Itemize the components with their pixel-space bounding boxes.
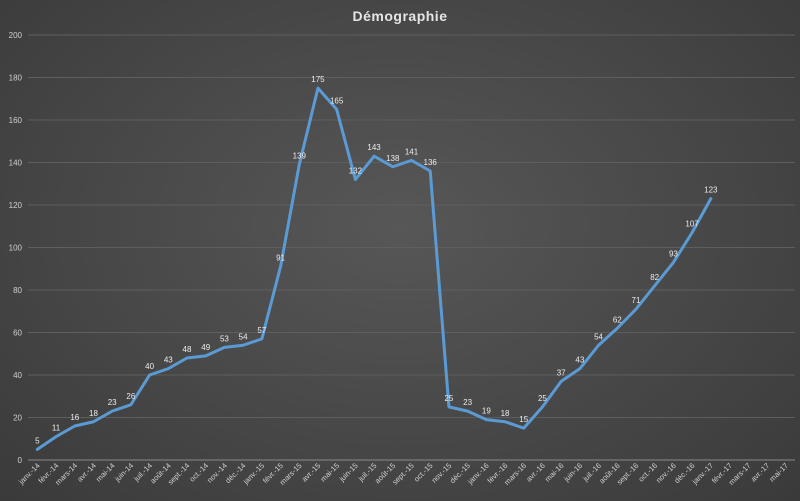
data-label: 25 — [538, 394, 547, 403]
data-label: 5 — [35, 436, 40, 445]
data-label: 175 — [311, 75, 325, 84]
data-label: 93 — [669, 249, 678, 258]
data-label: 11 — [52, 424, 61, 433]
data-label: 54 — [239, 332, 248, 341]
data-label: 18 — [501, 409, 510, 418]
x-tick-label: mai-15 — [319, 461, 342, 484]
y-tick-label: 60 — [13, 329, 22, 338]
data-label: 40 — [145, 362, 154, 371]
data-label: 43 — [575, 356, 584, 365]
data-label: 71 — [632, 296, 641, 305]
x-tick-label: juin-15 — [337, 461, 360, 484]
data-label: 19 — [482, 407, 491, 416]
x-tick-label: mai-17 — [767, 461, 790, 484]
data-label: 15 — [519, 415, 528, 424]
data-label: 107 — [685, 220, 699, 229]
data-label: 53 — [220, 334, 229, 343]
x-tick-label: avr.-15 — [300, 461, 323, 484]
data-label: 136 — [424, 158, 438, 167]
x-tick-label: avr.-14 — [75, 461, 98, 484]
y-tick-label: 200 — [9, 31, 23, 40]
data-label: 62 — [613, 315, 622, 324]
data-label: 16 — [70, 413, 79, 422]
data-label: 48 — [183, 345, 192, 354]
data-label: 82 — [650, 273, 659, 282]
x-tick-label: mai-14 — [94, 461, 117, 484]
data-label: 23 — [108, 398, 117, 407]
data-label: 138 — [386, 154, 400, 163]
y-tick-label: 20 — [13, 414, 22, 423]
data-label: 143 — [367, 143, 381, 152]
data-label: 91 — [276, 254, 285, 263]
y-tick-label: 120 — [9, 201, 23, 210]
data-label: 37 — [557, 368, 566, 377]
data-label: 123 — [704, 186, 718, 195]
x-tick-label: juin-14 — [112, 461, 135, 484]
data-label: 23 — [463, 398, 472, 407]
data-label: 25 — [444, 394, 453, 403]
data-label: 49 — [201, 343, 210, 352]
series-line — [35, 86, 713, 451]
y-tick-label: 40 — [13, 371, 22, 380]
data-label: 18 — [89, 409, 98, 418]
data-label: 132 — [349, 167, 363, 176]
data-label: 139 — [293, 152, 307, 161]
x-tick-label: avr.-17 — [749, 461, 772, 484]
data-label: 54 — [594, 332, 603, 341]
y-tick-label: 0 — [18, 456, 23, 465]
chart-title: Démographie — [352, 8, 448, 24]
y-tick-label: 140 — [9, 159, 23, 168]
y-tick-label: 100 — [9, 244, 23, 253]
data-label: 57 — [257, 326, 266, 335]
x-tick-label: mai-16 — [543, 461, 566, 484]
x-tick-label: avr.-16 — [524, 461, 547, 484]
data-label: 141 — [405, 147, 419, 156]
y-tick-label: 160 — [9, 116, 23, 125]
data-label: 26 — [126, 392, 135, 401]
y-tick-label: 80 — [13, 286, 22, 295]
data-label: 43 — [164, 356, 173, 365]
x-tick-label: juin-16 — [561, 461, 584, 484]
y-tick-label: 180 — [9, 74, 23, 83]
data-label: 165 — [330, 96, 344, 105]
